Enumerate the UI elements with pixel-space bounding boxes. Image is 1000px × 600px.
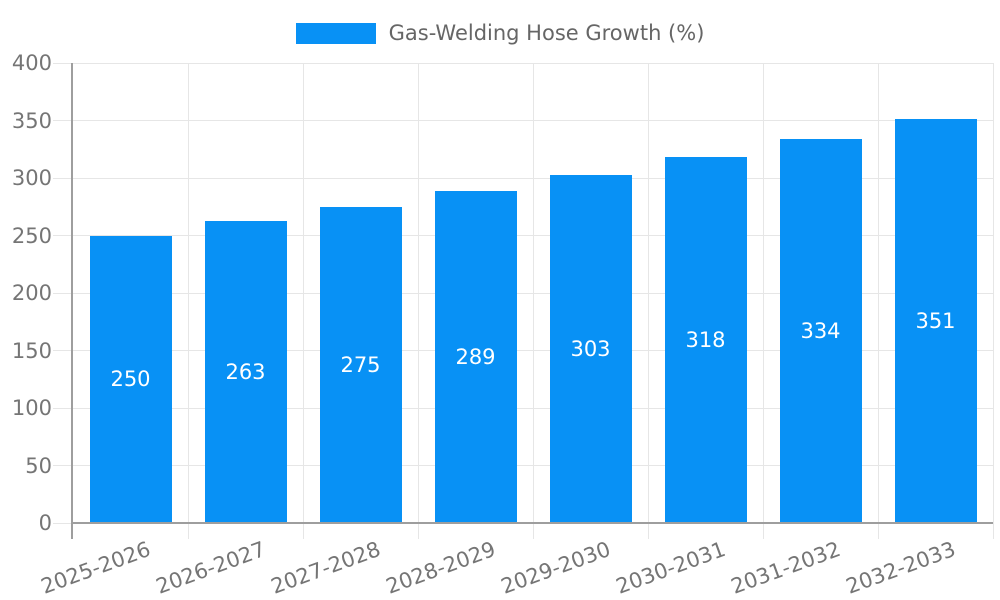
bar-value-label: 289 xyxy=(455,344,496,369)
bar-value-label: 263 xyxy=(225,359,266,384)
y-tick-label: 250 xyxy=(11,223,52,248)
bar-value-label: 334 xyxy=(800,318,841,343)
y-tick-label: 400 xyxy=(11,51,52,75)
bar[interactable] xyxy=(779,138,862,523)
y-axis-tick xyxy=(53,522,73,524)
y-tick-label: 150 xyxy=(11,338,52,363)
h-gridline xyxy=(53,465,993,466)
x-tick-label: 2029-2030 xyxy=(497,537,614,599)
v-gridline xyxy=(647,63,649,539)
bar[interactable] xyxy=(204,220,287,523)
y-tick-label: 200 xyxy=(11,281,52,305)
legend-label: Gas-Welding Hose Growth (%) xyxy=(388,21,705,45)
bar-value-label: 303 xyxy=(570,336,611,361)
y-tick-label: 300 xyxy=(11,166,52,190)
h-gridline xyxy=(53,120,993,121)
bar[interactable] xyxy=(89,235,172,523)
x-tick-label: 2031-2032 xyxy=(727,537,844,599)
legend-swatch xyxy=(295,22,376,44)
y-axis-line xyxy=(71,63,73,539)
plot-area: 0 50 100 150 200 250 300 350 400 250 2025-2026 263 2… xyxy=(12,51,994,599)
x-tick-label: 2028-2029 xyxy=(382,537,499,599)
v-gridline xyxy=(877,63,879,539)
bar[interactable] xyxy=(549,174,632,523)
v-gridline xyxy=(417,63,419,539)
h-gridline xyxy=(53,235,993,236)
legend[interactable]: Gas-Welding Hose Growth (%) xyxy=(0,20,1000,46)
y-tick-label: 50 xyxy=(25,453,52,478)
h-gridline xyxy=(53,62,993,64)
y-tick-label: 100 xyxy=(11,396,52,420)
x-tick-label: 2025-2026 xyxy=(37,537,154,599)
y-tick-label: 0 xyxy=(38,511,52,535)
v-gridline xyxy=(762,63,764,539)
x-axis-line xyxy=(73,522,993,524)
v-gridline xyxy=(992,63,994,539)
y-tick-label: 350 xyxy=(11,108,52,133)
h-gridline xyxy=(53,177,993,179)
bar-value-label: 318 xyxy=(685,328,726,353)
h-gridline xyxy=(53,292,993,294)
bar-value-label: 250 xyxy=(110,367,151,392)
bar[interactable] xyxy=(894,119,977,523)
v-gridline xyxy=(187,63,189,539)
h-gridline xyxy=(53,350,993,351)
bar-value-label: 275 xyxy=(340,352,381,377)
v-gridline xyxy=(532,63,534,539)
x-tick-label: 2026-2027 xyxy=(152,537,269,599)
bar[interactable] xyxy=(434,190,517,523)
x-tick-label: 2027-2028 xyxy=(267,537,384,599)
v-gridline xyxy=(302,63,304,539)
x-tick-label: 2032-2033 xyxy=(842,537,959,599)
h-gridline xyxy=(53,407,993,409)
bar[interactable] xyxy=(319,206,402,523)
bar[interactable] xyxy=(664,157,747,523)
bar-value-label: 351 xyxy=(915,309,956,334)
x-tick-label: 2030-2031 xyxy=(612,537,729,599)
